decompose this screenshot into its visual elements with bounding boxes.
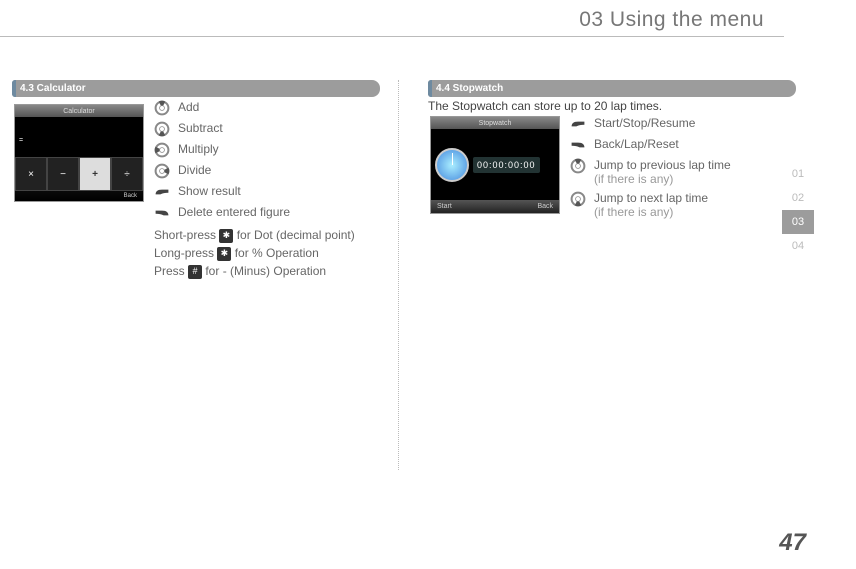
soft-right-icon — [570, 137, 586, 153]
soft-left-icon — [154, 184, 170, 200]
legend-label: Back/Lap/Reset — [594, 137, 679, 151]
page-title: 03 Using the menu — [579, 8, 764, 32]
legend-label: Jump to previous lap time(if there is an… — [594, 158, 731, 186]
header-rule — [0, 36, 784, 37]
calc-screen-title: Calculator — [15, 105, 143, 117]
section-calculator-label: 4.3 Calculator — [20, 83, 86, 94]
section-calculator: 4.3 Calculator — [12, 80, 380, 97]
dpad-right-icon — [154, 163, 170, 179]
calculator-screenshot: Calculator = × − + ÷ Back — [14, 104, 144, 202]
section-stopwatch: 4.4 Stopwatch — [428, 80, 796, 97]
calc-cell-div: ÷ — [111, 157, 143, 191]
calc-screen-back: Back — [15, 191, 143, 201]
page-number: 47 — [779, 529, 806, 557]
stopwatch-legend: Start/Stop/Resume Back/Lap/Reset Jump to … — [570, 116, 790, 224]
legend-label: Show result — [178, 184, 241, 198]
stop-softkey-right: Back — [537, 203, 553, 210]
stopwatch-intro: The Stopwatch can store up to 20 lap tim… — [428, 99, 662, 113]
tab-04: 04 — [782, 234, 814, 258]
soft-left-icon — [570, 116, 586, 132]
soft-right-icon — [154, 205, 170, 221]
legend-label: Delete entered figure — [178, 205, 290, 219]
equals-icon: = — [19, 137, 23, 144]
dpad-up-icon — [154, 100, 170, 116]
stopwatch-screenshot: Stopwatch 00:00:00:00 Start Back — [430, 116, 560, 214]
legend-label: Multiply — [178, 142, 219, 156]
stop-softkey-left: Start — [437, 203, 452, 210]
stop-screen-title: Stopwatch — [431, 117, 559, 129]
clock-icon — [435, 148, 469, 182]
dpad-down-icon — [570, 191, 586, 207]
key-icon: ✱ — [217, 247, 231, 261]
legend-label: Subtract — [178, 121, 223, 135]
calc-cell-add: + — [79, 157, 111, 191]
key-icon: ✱ — [219, 229, 233, 243]
legend-label: Jump to next lap time(if there is any) — [594, 191, 708, 219]
legend-label: Add — [178, 100, 199, 114]
calculator-notes: Short-press ✱ for Dot (decimal point)Lon… — [154, 226, 384, 280]
key-icon: # — [188, 265, 202, 279]
column-divider — [398, 80, 399, 470]
dpad-up-icon — [570, 158, 586, 174]
dpad-down-icon — [154, 121, 170, 137]
legend-label: Divide — [178, 163, 211, 177]
calc-cell-mul: × — [15, 157, 47, 191]
legend-label: Start/Stop/Resume — [594, 116, 695, 130]
dpad-left-icon — [154, 142, 170, 158]
timer-display: 00:00:00:00 — [473, 157, 540, 173]
section-stopwatch-label: 4.4 Stopwatch — [436, 83, 503, 94]
calculator-legend: Add Subtract Multiply Divide Show result D… — [154, 100, 384, 280]
calc-cell-sub: − — [47, 157, 79, 191]
